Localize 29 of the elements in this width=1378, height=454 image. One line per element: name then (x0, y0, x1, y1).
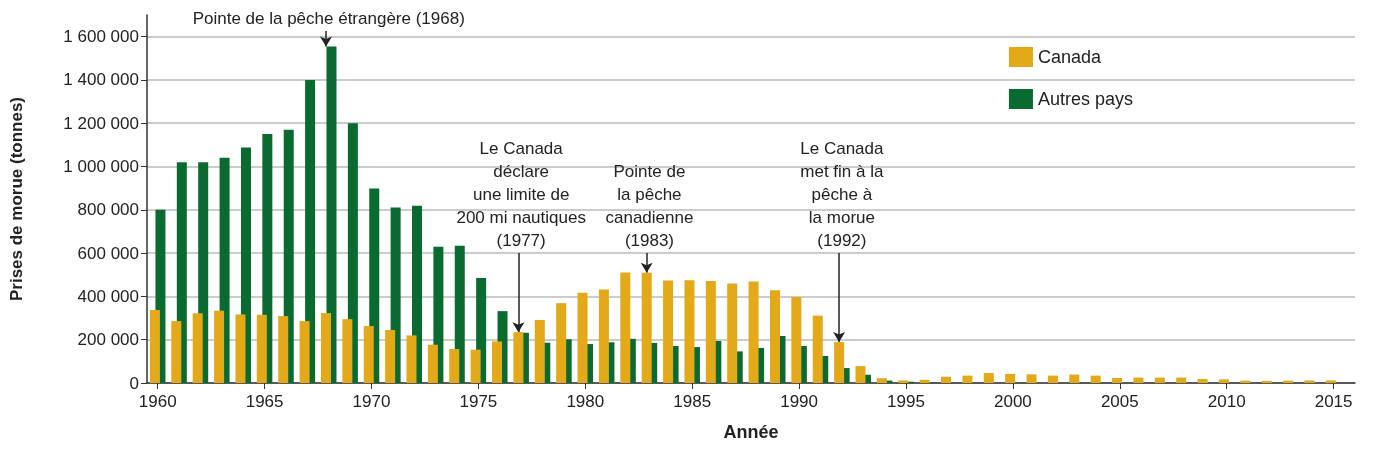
legend-label: Canada (1037, 47, 1102, 67)
x-axis-title: Année (723, 422, 779, 442)
y-tick-label: 1 400 000 (63, 70, 139, 90)
y-tick-label: 200 000 (77, 330, 139, 350)
y-tick-label: 600 000 (77, 243, 139, 263)
y-tick-label: 1 200 000 (63, 113, 139, 133)
y-tick-label: 0 (129, 373, 139, 393)
x-tick-label: 2005 (1100, 392, 1139, 411)
annotation: Pointe de la pêche canadienne (1983) (605, 162, 694, 250)
x-tick-label: 2010 (1207, 392, 1246, 411)
y-axis-title: Prises de morue (tonnes) (7, 96, 26, 302)
annotation: Pointe de la pêche étrangère (1968) (192, 9, 465, 28)
x-tick-label: 1985 (673, 392, 712, 411)
y-tick-label: 800 000 (77, 200, 139, 220)
x-tick-label: 1990 (780, 392, 819, 411)
y-tick-label: 1 000 000 (63, 157, 139, 177)
x-tick-label: 1995 (887, 392, 925, 411)
x-tick-label: 1970 (352, 392, 391, 411)
y-tick-label: 400 000 (77, 286, 139, 306)
x-tick-label: 2000 (994, 392, 1032, 411)
x-tick-label: 1975 (459, 392, 498, 411)
x-tick-label: 1960 (138, 392, 177, 411)
x-tick-label: 2015 (1314, 392, 1353, 411)
y-tick-label: 1 600 000 (63, 27, 139, 47)
x-tick-label: 1965 (245, 392, 284, 411)
annotation: Le Canada déclare une limite de 200 mi nautiques (1977) (456, 139, 586, 250)
legend-label: Autres pays (1037, 89, 1133, 109)
x-tick-label: 1980 (566, 392, 605, 411)
annotation: Le Canada met fin à la pêche à la morue (1992) (800, 139, 884, 250)
